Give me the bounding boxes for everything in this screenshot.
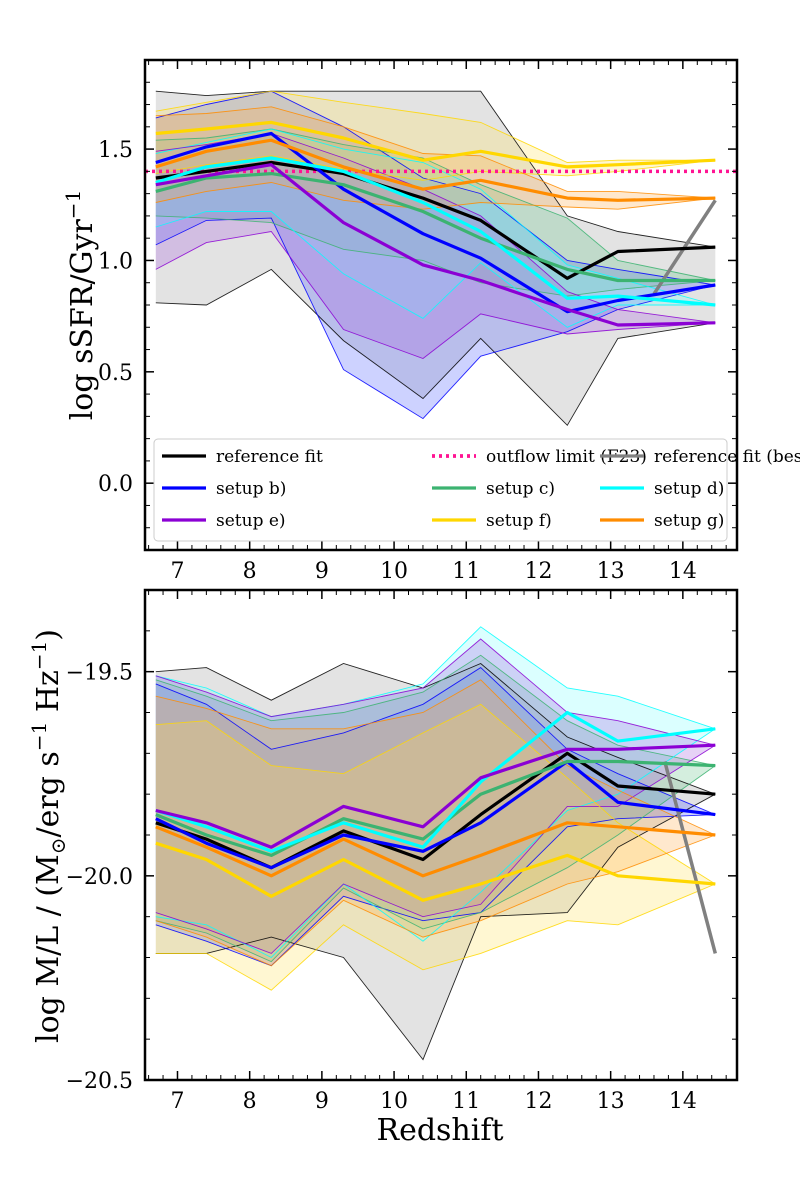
bottom-xtick-label: 12: [524, 1089, 552, 1114]
top-band-lower-setup-d: [155, 211, 716, 328]
top-band-lower-setup-e: [155, 231, 716, 360]
top-series-setup-g: [155, 138, 716, 202]
top-band-lower-setup-c: [155, 215, 716, 297]
top-band-upper-setup-d: [155, 128, 716, 306]
bottom-band-upper-setup-e: [155, 638, 716, 746]
bottom-xtick-label: 11: [452, 1089, 480, 1114]
top-band-upper-reference-fit: [155, 90, 716, 248]
legend-label-setup-d: setup d): [654, 479, 724, 499]
bottom-xtick-label: 13: [597, 1089, 625, 1114]
legend-label-reference-fit-best-fit: reference fit (best-fit): [654, 447, 800, 467]
legend-label-setup-b: setup b): [216, 479, 286, 499]
top-band-lower-setup-g: [155, 182, 716, 210]
top-series-setup-f: [155, 120, 716, 169]
bottom-band-upper-setup-b: [155, 667, 716, 816]
bottom-xtick-label: 10: [380, 1089, 408, 1114]
top-ytick-label: 1.5: [98, 138, 133, 163]
top-band-upper-setup-g: [155, 106, 716, 199]
bottom-band-upper-setup-c: [155, 654, 716, 767]
top-ytick-label: 0.5: [98, 361, 133, 386]
bottom-band-upper-setup-d: [155, 626, 716, 730]
top-band-setup-c: [155, 129, 716, 297]
top-xtick-label: 7: [170, 559, 184, 584]
top-xtick-label: 10: [380, 559, 408, 584]
bottom-series-reference-fit: [155, 751, 716, 870]
top-xtick-label: 13: [597, 559, 625, 584]
top-series-setup-e: [155, 163, 716, 327]
top-plot-area: [145, 90, 737, 427]
bottom-band-lower-setup-b: [155, 814, 716, 967]
bottom-y-axis-label: log M/L / (M⊙/erg s−1 Hz−1): [27, 629, 70, 1043]
top-series-setup-d: [155, 156, 716, 307]
bottom-xtick-label: 14: [669, 1089, 697, 1114]
bottom-series-setup-f: [155, 841, 716, 902]
top-ticks: 7 8 9 10 11 12 13 14 0.0 0.5 1.0 1.5: [98, 59, 737, 584]
top-band-upper-setup-b: [155, 90, 716, 286]
top-xtick-label: 11: [452, 559, 480, 584]
top-band-setup-e: [155, 133, 716, 359]
bottom-ytick-label: −20.0: [66, 865, 133, 890]
legend-label-setup-f: setup f): [486, 511, 552, 531]
bottom-plot-area: [155, 626, 717, 1061]
bottom-band-setup-f: [155, 704, 716, 991]
top-xtick-label: 9: [315, 559, 329, 584]
legend-label-outflow-limit-F23: outflow limit (F23): [486, 447, 647, 467]
legend: reference fit setup b) setup e) outflow lim…: [153, 438, 800, 542]
bottom-ytick-label: −20.5: [66, 1069, 133, 1094]
bottom-series-setup-d: [155, 710, 716, 853]
bottom-band-upper-setup-f: [155, 703, 716, 885]
bottom-series-best-fit: [663, 761, 717, 954]
top-series-setup-b: [155, 131, 716, 314]
bottom-band-upper-setup-g: [155, 679, 716, 836]
top-series-reference-fit: [155, 160, 716, 280]
bottom-band-setup-d: [155, 626, 716, 958]
bottom-xtick-label: 7: [170, 1089, 184, 1114]
top-xtick-label: 8: [243, 559, 257, 584]
top-band-reference-fit: [155, 91, 716, 426]
bottom-band-lower-setup-c: [155, 765, 716, 963]
top-ytick-label: 0.0: [98, 472, 133, 497]
bottom-band-lower-setup-f: [155, 883, 716, 991]
bottom-series-setup-e: [155, 743, 716, 849]
bottom-xtick-label: 8: [243, 1089, 257, 1114]
top-band-upper-setup-f: [155, 90, 716, 163]
top-xtick-label: 12: [524, 559, 552, 584]
top-band-upper-setup-c: [155, 128, 716, 281]
bottom-panel: 7 8 9 10 11 12 13 14 −20.5 −20.0 −19.5 log M/L / (…: [27, 588, 739, 1148]
top-series-setup-c: [155, 172, 716, 283]
bottom-series-setup-b: [155, 759, 716, 870]
top-band-setup-b: [155, 91, 716, 419]
bottom-band-setup-g: [155, 679, 716, 966]
bottom-xtick-label: 9: [315, 1089, 329, 1114]
legend-label-setup-c: setup c): [486, 479, 555, 499]
top-panel: 7 8 9 10 11 12 13 14 0.0 0.5 1.0 1.5 log sSFR/Gyr−1…: [61, 58, 800, 584]
top-y-axis-label: log sSFR/Gyr−1: [61, 190, 100, 421]
bottom-band-lower-setup-g: [155, 834, 716, 967]
bottom-series-setup-g: [155, 821, 716, 878]
bottom-series-setup-c: [155, 759, 716, 858]
bottom-band-lower-setup-d: [155, 728, 716, 959]
top-ytick-label: 1.0: [98, 249, 133, 274]
bottom-ticks: 7 8 9 10 11 12 13 14 −20.5 −20.0 −19.5: [66, 589, 737, 1114]
top-band-lower-reference-fit: [155, 268, 716, 427]
bottom-ytick-label: −19.5: [66, 661, 133, 686]
legend-label-setup-e: setup e): [216, 511, 286, 531]
x-axis-label: Redshift: [376, 1113, 503, 1148]
top-xtick-label: 14: [669, 559, 697, 584]
legend-label-setup-g: setup g): [654, 511, 724, 531]
legend-label-reference-fit: reference fit: [216, 447, 323, 467]
legend-box: [153, 438, 728, 542]
bottom-band-lower-setup-e: [155, 744, 716, 954]
